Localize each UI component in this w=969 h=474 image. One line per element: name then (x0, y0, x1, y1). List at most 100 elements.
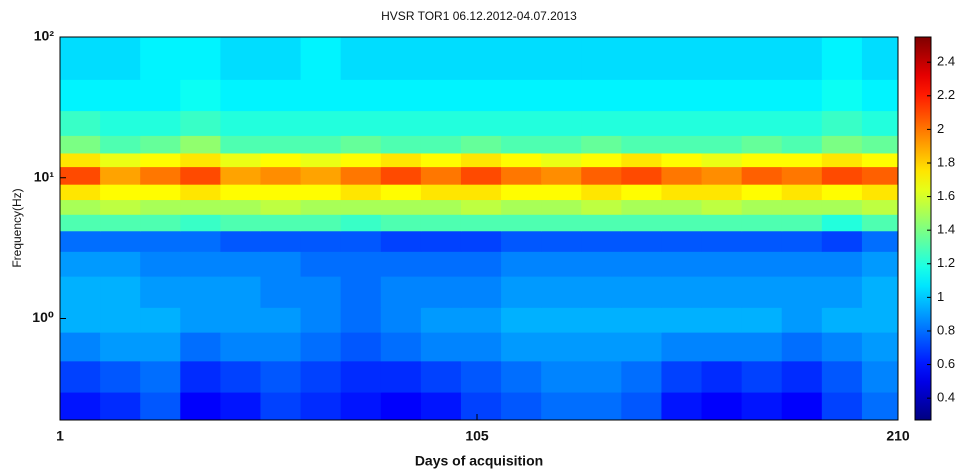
heatmap-cell (541, 360, 582, 393)
heatmap-cell (501, 152, 542, 168)
heatmap-cell (781, 135, 823, 154)
heatmap-cell (501, 214, 542, 232)
heatmap-cell (821, 214, 863, 232)
chart-title: HVSR TOR1 06.12.2012-04.07.2013 (381, 9, 577, 23)
heatmap-cell (501, 307, 542, 333)
heatmap-cell (380, 307, 422, 333)
heatmap-cell (501, 37, 542, 80)
heatmap-cell (180, 184, 221, 201)
heatmap-cell (621, 184, 662, 201)
heatmap-cell (340, 251, 382, 277)
heatmap-cell (60, 199, 101, 215)
heatmap-cell (220, 332, 261, 362)
heatmap-cell (300, 79, 342, 112)
heatmap-cell (300, 199, 342, 215)
heatmap-cell (741, 79, 783, 112)
heatmap-cell (140, 110, 181, 136)
heatmap-cell (180, 251, 221, 277)
heatmap-cell (260, 110, 302, 136)
heatmap-cell (861, 79, 899, 112)
heatmap-cell (140, 135, 181, 154)
heatmap-cell (340, 135, 382, 154)
heatmap-cell (300, 184, 342, 201)
heatmap-cell (340, 166, 382, 185)
heatmap-cell (821, 392, 863, 421)
heatmap-cell (60, 332, 101, 362)
heatmap-cell (420, 332, 462, 362)
heatmap-cell (260, 360, 302, 393)
heatmap-cell (541, 392, 582, 421)
heatmap-cell (701, 332, 743, 362)
heatmap-cell (460, 276, 502, 308)
heatmap-cell (220, 110, 261, 136)
colorbar-tick-label: 0.4 (937, 390, 955, 405)
heatmap-cell (741, 360, 783, 393)
heatmap-cell (541, 332, 582, 362)
heatmap-cell (340, 230, 382, 252)
heatmap-cell (380, 166, 422, 185)
heatmap-cell (420, 135, 462, 154)
heatmap-cell (180, 152, 221, 168)
heatmap-cell (340, 332, 382, 362)
heatmap-cell (621, 332, 662, 362)
heatmap-cell (380, 392, 422, 421)
heatmap-cell (621, 166, 662, 185)
heatmap-cell (621, 230, 662, 252)
heatmap-cell (460, 214, 502, 232)
heatmap-cell (781, 199, 823, 215)
heatmap-cell (581, 307, 622, 333)
heatmap-cell (501, 199, 542, 215)
heatmap-cell (701, 135, 743, 154)
heatmap-cell (300, 135, 342, 154)
heatmap-cell (460, 166, 502, 185)
heatmap-cell (140, 230, 181, 252)
heatmap-cell (60, 276, 101, 308)
heatmap-cell (100, 184, 141, 201)
heatmap-cell (60, 79, 101, 112)
heatmap-cell (140, 152, 181, 168)
x-axis-label: Days of acquisition (415, 453, 543, 469)
heatmap-cell (701, 199, 743, 215)
colorbar-tick-label: 0.8 (937, 322, 955, 337)
heatmap-cell (300, 392, 342, 421)
heatmap-cell (781, 79, 823, 112)
heatmap-cell (541, 230, 582, 252)
heatmap-cell (60, 360, 101, 393)
heatmap-cell (220, 135, 261, 154)
heatmap-cell (541, 307, 582, 333)
heatmap-cell (661, 360, 703, 393)
heatmap-cell (380, 199, 422, 215)
heatmap-cell (741, 214, 783, 232)
heatmap-cell (380, 110, 422, 136)
heatmap-cell (861, 135, 899, 154)
heatmap-cell (340, 360, 382, 393)
heatmap-cell (260, 37, 302, 80)
heatmap-cell (420, 276, 462, 308)
heatmap-cell (60, 110, 101, 136)
heatmap-cell (380, 251, 422, 277)
heatmap-cell (701, 251, 743, 277)
heatmap-cell (140, 332, 181, 362)
colorbar-tick-label: 2.4 (937, 54, 955, 69)
heatmap-cell (501, 360, 542, 393)
heatmap-cell (140, 276, 181, 308)
heatmap-cell (220, 360, 261, 393)
heatmap-cell (581, 110, 622, 136)
heatmap-cell (501, 276, 542, 308)
heatmap-cell (100, 110, 141, 136)
heatmap-cell (821, 230, 863, 252)
heatmap-cell (701, 276, 743, 308)
heatmap-cell (621, 37, 662, 80)
heatmap-cell (60, 37, 101, 80)
heatmap-cell (220, 199, 261, 215)
heatmap-cell (621, 360, 662, 393)
heatmap-cell (260, 230, 302, 252)
heatmap-cell (180, 110, 221, 136)
heatmap-cell (460, 230, 502, 252)
heatmap-cell (260, 214, 302, 232)
heatmap-cell (260, 79, 302, 112)
colorbar-tick-label: 1.6 (937, 188, 955, 203)
heatmap-cell (501, 166, 542, 185)
heatmap-cell (340, 184, 382, 201)
heatmap-cell (581, 392, 622, 421)
